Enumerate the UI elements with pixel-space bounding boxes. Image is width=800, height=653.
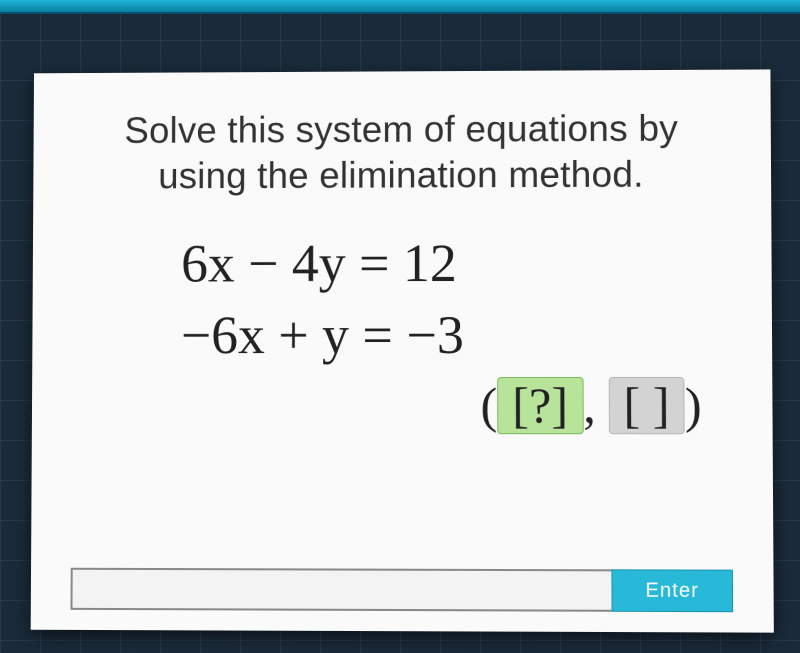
input-row: Enter bbox=[70, 568, 733, 612]
paren-close: ) bbox=[685, 377, 702, 433]
equation-1: 6x − 4y = 12 bbox=[181, 226, 731, 300]
equation-2: −6x + y = −3 bbox=[181, 299, 732, 372]
answer-box-x[interactable]: [?] bbox=[497, 377, 583, 434]
paren-open: ( bbox=[480, 377, 497, 433]
answer-separator: , bbox=[583, 377, 608, 433]
equation-system: 6x − 4y = 12 −6x + y = −3 bbox=[181, 226, 732, 372]
prompt-text: Solve this system of equations by using … bbox=[73, 106, 731, 200]
prompt-line-2: using the elimination method. bbox=[158, 154, 644, 196]
prompt-line-1: Solve this system of equations by bbox=[124, 108, 678, 151]
problem-card: Solve this system of equations by using … bbox=[31, 69, 774, 632]
enter-button[interactable]: Enter bbox=[611, 569, 733, 612]
window-top-bar bbox=[0, 0, 800, 14]
answer-input[interactable] bbox=[70, 568, 611, 612]
answer-box-y[interactable]: [ ] bbox=[608, 377, 685, 434]
answer-template: ([?], [ ]) bbox=[71, 376, 732, 434]
